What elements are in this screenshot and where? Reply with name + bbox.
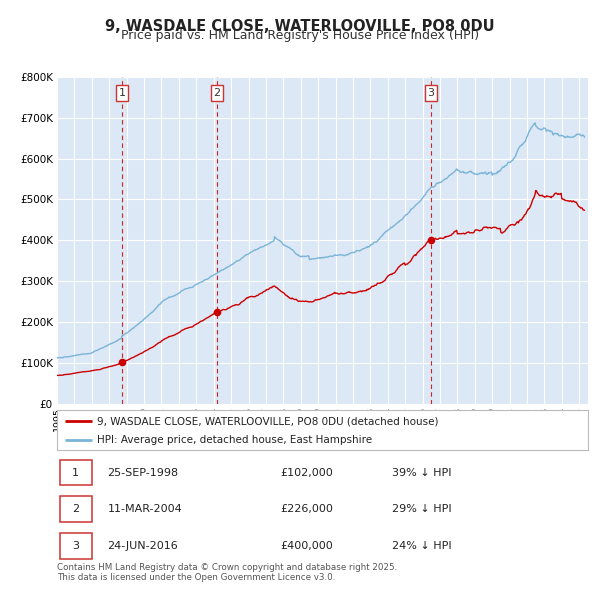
Text: 11-MAR-2004: 11-MAR-2004 [107, 504, 182, 514]
Text: 2: 2 [72, 504, 79, 514]
Text: 29% ↓ HPI: 29% ↓ HPI [392, 504, 451, 514]
Text: HPI: Average price, detached house, East Hampshire: HPI: Average price, detached house, East… [97, 435, 372, 445]
FancyBboxPatch shape [59, 460, 92, 486]
Text: 3: 3 [72, 541, 79, 550]
Text: £226,000: £226,000 [280, 504, 333, 514]
Text: 1: 1 [72, 468, 79, 477]
FancyBboxPatch shape [59, 533, 92, 559]
Text: £400,000: £400,000 [280, 541, 333, 550]
Text: 9, WASDALE CLOSE, WATERLOOVILLE, PO8 0DU (detached house): 9, WASDALE CLOSE, WATERLOOVILLE, PO8 0DU… [97, 417, 439, 427]
Text: 2: 2 [214, 88, 221, 98]
Text: 9, WASDALE CLOSE, WATERLOOVILLE, PO8 0DU: 9, WASDALE CLOSE, WATERLOOVILLE, PO8 0DU [105, 19, 495, 34]
Text: 24% ↓ HPI: 24% ↓ HPI [392, 541, 451, 550]
Text: 24-JUN-2016: 24-JUN-2016 [107, 541, 178, 550]
Text: Contains HM Land Registry data © Crown copyright and database right 2025.
This d: Contains HM Land Registry data © Crown c… [57, 563, 397, 582]
Text: 25-SEP-1998: 25-SEP-1998 [107, 468, 179, 477]
FancyBboxPatch shape [59, 496, 92, 522]
Text: 1: 1 [118, 88, 125, 98]
Text: 39% ↓ HPI: 39% ↓ HPI [392, 468, 451, 477]
Text: Price paid vs. HM Land Registry's House Price Index (HPI): Price paid vs. HM Land Registry's House … [121, 30, 479, 42]
Text: 3: 3 [427, 88, 434, 98]
Text: £102,000: £102,000 [280, 468, 333, 477]
